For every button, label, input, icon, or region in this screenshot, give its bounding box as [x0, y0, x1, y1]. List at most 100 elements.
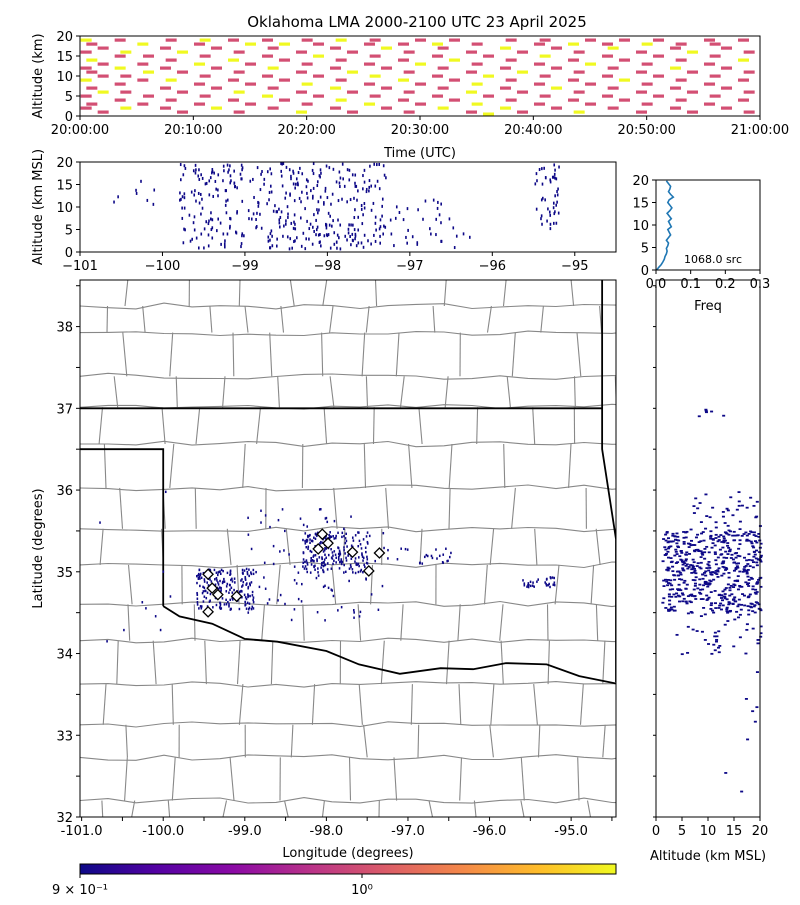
plan-view-point — [198, 573, 200, 575]
plan-view-point — [359, 540, 361, 542]
lon-alt-point — [384, 226, 386, 229]
plan-view-point — [223, 578, 225, 580]
alt-lat-point — [750, 603, 753, 605]
time-height-cell — [517, 91, 528, 94]
lon-alt-point — [406, 242, 408, 245]
alt-lat-point — [669, 583, 672, 585]
plan-view-point — [288, 553, 290, 555]
alt-lat-point — [743, 568, 746, 570]
lon-alt-point — [217, 173, 219, 176]
lon-alt-point — [367, 239, 369, 242]
time-height-cell — [200, 75, 211, 78]
county-boundary — [80, 754, 640, 760]
time-height-cell — [137, 79, 148, 82]
lon-alt-point — [212, 195, 214, 198]
lon-alt-point — [294, 187, 296, 190]
plan-view-point — [333, 560, 335, 562]
alt-lat-point — [746, 563, 749, 565]
alt-lat-point — [740, 609, 743, 611]
time-height-cell — [81, 39, 92, 42]
county-boundary — [591, 565, 594, 604]
plan-view-point — [303, 551, 305, 553]
plan-view-point — [99, 521, 101, 523]
lon-alt-point — [407, 229, 409, 232]
time-height-cell — [602, 75, 613, 78]
lon-alt-point — [362, 213, 364, 216]
lon-alt-point — [355, 235, 357, 238]
lon-alt-point — [234, 185, 236, 188]
plan-view-point — [196, 582, 198, 584]
plan-view-point — [226, 585, 228, 587]
alt-lat-point — [696, 534, 699, 536]
lon-alt-point — [310, 189, 312, 192]
lon-alt-point — [353, 197, 355, 200]
plan-view-point — [218, 583, 220, 585]
plan-view-point — [333, 550, 335, 552]
alt-lat-point — [737, 589, 740, 591]
alt-lat-point — [717, 540, 720, 542]
county-boundary — [603, 641, 605, 684]
lon-alt-point — [201, 198, 203, 201]
time-height-cell — [642, 43, 653, 46]
lon-alt-point — [441, 240, 443, 243]
alt-lat-point — [710, 602, 713, 604]
alt-lat-point — [676, 536, 679, 538]
time-height-cell — [86, 43, 97, 46]
alt-lat-point — [728, 589, 731, 591]
lon-alt-point — [364, 181, 366, 184]
time-height-cell — [234, 111, 245, 114]
plan-view-point — [357, 531, 359, 533]
plan-view-point — [332, 554, 334, 556]
time-height-cell — [704, 63, 715, 66]
alt-lat-point — [702, 531, 705, 533]
lon-alt-point — [306, 185, 308, 188]
lon-alt-point — [229, 164, 231, 167]
plan-view-point — [378, 609, 380, 611]
lon-alt-point — [349, 235, 351, 238]
lon-alt-point — [354, 237, 356, 240]
time-height-cell — [200, 55, 211, 58]
lon-alt-point — [278, 218, 280, 221]
plan-view-point — [280, 594, 282, 596]
alt-lat-point — [723, 589, 726, 591]
lon-alt-point — [351, 233, 353, 236]
time-height-cell — [166, 39, 177, 42]
plan-view-point — [265, 514, 267, 516]
county-boundary — [223, 376, 225, 407]
alt-lat-point — [732, 645, 735, 647]
lon-alt-point — [198, 168, 200, 171]
alt-lat-point — [728, 550, 731, 552]
lon-alt-point — [332, 219, 334, 222]
alt-lat-point — [754, 589, 757, 591]
county-boundary — [285, 801, 289, 817]
alt-lat-point — [688, 566, 691, 568]
alt-lat-point — [723, 541, 726, 543]
county-boundary — [569, 444, 571, 488]
lon-alt-point — [362, 174, 364, 177]
alt-lat-point — [682, 531, 685, 533]
plan-view-point — [242, 581, 244, 583]
lon-alt-point — [304, 207, 306, 210]
lon-alt-point — [313, 230, 315, 233]
time-height-ytick-label: 0 — [65, 110, 73, 125]
plan-view-point — [351, 558, 353, 560]
plan-view-point — [224, 581, 226, 583]
time-height-cell — [234, 71, 245, 74]
alt-lat-point — [669, 589, 672, 591]
alt-lat-point — [722, 516, 725, 518]
lon-alt-point — [332, 193, 334, 196]
alt-lat-point — [689, 594, 692, 596]
time-height-cell — [194, 83, 205, 86]
plan-view-point — [442, 553, 444, 555]
alt-lat-frame — [656, 280, 760, 817]
alt-lat-point — [663, 585, 666, 587]
alt-lat-point — [728, 577, 731, 579]
lon-alt-point — [348, 178, 350, 181]
plan-view-point — [320, 566, 322, 568]
lon-alt-point — [373, 234, 375, 237]
plan-view-point — [241, 578, 243, 580]
lon-alt-point — [287, 235, 289, 238]
lon-alt-point — [181, 217, 183, 220]
lon-alt-point — [276, 238, 278, 241]
time-height-cell — [330, 87, 341, 90]
